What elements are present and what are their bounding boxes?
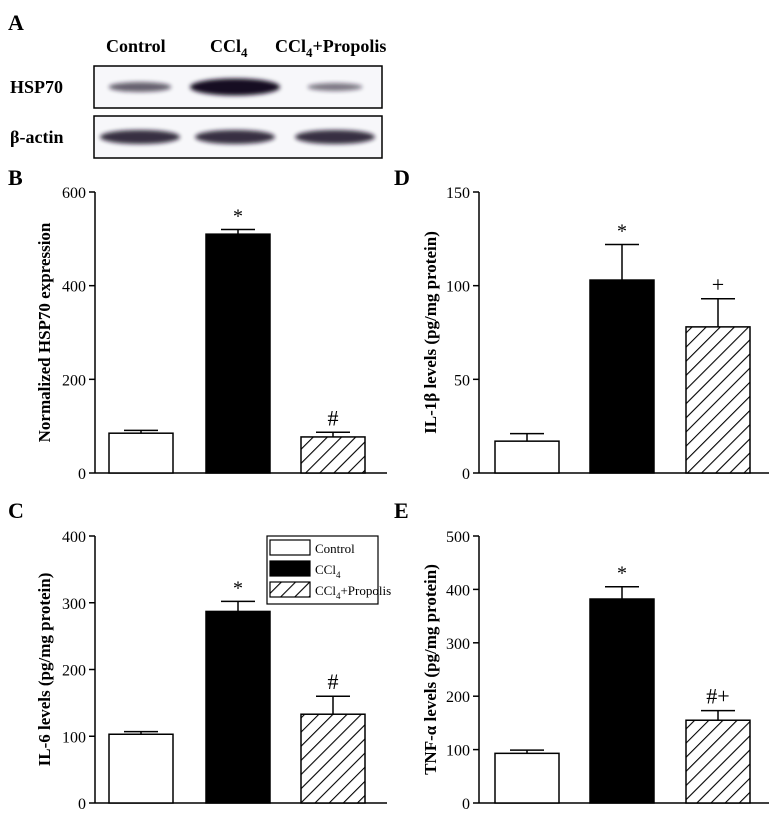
y-tick-label: 0 bbox=[78, 466, 86, 483]
blot-lane-label: Control bbox=[106, 36, 166, 56]
y-tick-label: 100 bbox=[446, 743, 470, 760]
bar-open bbox=[108, 733, 174, 804]
panel-label-b: B bbox=[8, 165, 23, 190]
blot-lane-label: CCl4 bbox=[210, 36, 248, 60]
blot-band bbox=[307, 83, 363, 91]
panel-label-e: E bbox=[394, 498, 409, 523]
y-axis-label: TNF-α levels (pg/mg protein) bbox=[421, 564, 440, 775]
bar-filled bbox=[589, 279, 655, 474]
y-axis-label: Normalized HSP70 expression bbox=[35, 222, 54, 442]
y-tick-label: 0 bbox=[78, 796, 86, 813]
bar-hatched bbox=[685, 719, 751, 804]
legend-swatch-open bbox=[269, 539, 311, 556]
significance-mark: #+ bbox=[706, 684, 729, 709]
significance-mark: * bbox=[617, 220, 627, 242]
bar-open bbox=[108, 432, 174, 474]
panel-label-a: A bbox=[8, 10, 24, 35]
blot-band bbox=[108, 82, 172, 92]
bar-hatched bbox=[300, 713, 366, 804]
y-tick-label: 200 bbox=[446, 689, 470, 706]
panel-label-c: C bbox=[8, 498, 24, 523]
legend-swatch-filled bbox=[269, 560, 311, 577]
blot-lane-label: CCl4+Propolis bbox=[275, 36, 386, 60]
blot-band bbox=[195, 130, 275, 144]
y-tick-label: 100 bbox=[446, 279, 470, 296]
blot-band bbox=[100, 130, 180, 144]
significance-mark: # bbox=[328, 669, 339, 694]
y-tick-label: 0 bbox=[462, 466, 470, 483]
bar-filled bbox=[589, 598, 655, 804]
chart-tnfa: 0 100 200 300 400 500 TNF-α levels (pg/mg prot… bbox=[421, 529, 769, 813]
y-tick-label: 200 bbox=[62, 372, 86, 389]
legend-label: Control bbox=[315, 541, 355, 556]
y-tick-label: 300 bbox=[446, 636, 470, 653]
western-blot: Control CCl4 CCl4+Propolis HSP70 β-actin bbox=[10, 36, 386, 159]
blot-row-label-actin: β-actin bbox=[10, 127, 63, 147]
blot-row-label-hsp70: HSP70 bbox=[10, 77, 63, 97]
bar-filled bbox=[205, 610, 271, 804]
y-tick-label: 500 bbox=[446, 529, 470, 546]
significance-mark: * bbox=[233, 205, 243, 227]
legend-swatch-hatched bbox=[269, 581, 311, 598]
bar-hatched bbox=[300, 436, 366, 474]
y-tick-label: 400 bbox=[62, 279, 86, 296]
chart-il6: 0 100 200 300 400 IL-6 levels (pg/mg protein)… bbox=[35, 529, 387, 813]
chart-hsp70: 0 200 400 600 Normalized HSP70 expression * # bbox=[35, 185, 387, 483]
significance-mark: * bbox=[233, 577, 243, 599]
blot-band bbox=[295, 130, 375, 144]
legend: Control CCl4 CCl4+Propolis bbox=[266, 535, 391, 605]
bar-filled bbox=[205, 233, 271, 474]
legend-label: CCl4 bbox=[315, 562, 341, 580]
panel-label-d: D bbox=[394, 165, 410, 190]
y-axis-label: IL-1β levels (pg/mg protein) bbox=[421, 231, 440, 434]
y-tick-label: 100 bbox=[62, 729, 86, 746]
chart-il1b: 0 50 100 150 IL-1β levels (pg/mg protein) * + bbox=[421, 185, 769, 483]
y-tick-label: 300 bbox=[62, 596, 86, 613]
y-tick-label: 400 bbox=[446, 582, 470, 599]
bar-open bbox=[494, 752, 560, 804]
y-tick-label: 400 bbox=[62, 529, 86, 546]
y-tick-label: 200 bbox=[62, 663, 86, 680]
significance-mark: # bbox=[328, 405, 339, 430]
y-tick-label: 0 bbox=[462, 796, 470, 813]
legend-label: CCl4+Propolis bbox=[315, 583, 391, 601]
y-tick-label: 600 bbox=[62, 185, 86, 202]
significance-mark: + bbox=[712, 272, 724, 297]
bar-open bbox=[494, 440, 560, 474]
y-axis-label: IL-6 levels (pg/mg protein) bbox=[35, 573, 54, 767]
y-tick-label: 50 bbox=[454, 372, 470, 389]
y-tick-label: 150 bbox=[446, 185, 470, 202]
bar-hatched bbox=[685, 326, 751, 474]
blot-band bbox=[190, 78, 280, 96]
significance-mark: * bbox=[617, 563, 627, 585]
